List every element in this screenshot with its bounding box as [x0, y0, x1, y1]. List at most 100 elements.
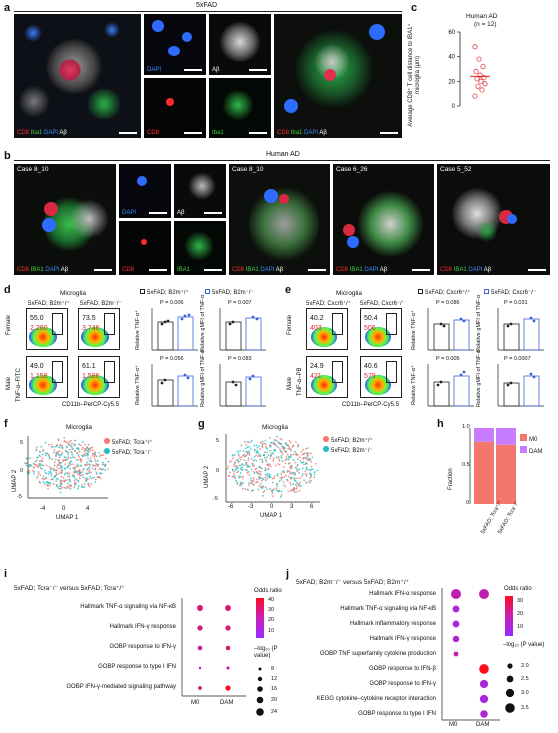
f-umap-point: [24, 462, 26, 465]
b-header: Human AD: [266, 151, 300, 158]
j-dot: [453, 651, 459, 657]
f-umap-point: [99, 472, 102, 475]
g-ytick-1: 5: [216, 438, 220, 444]
d-gate-pct-3: 49.0: [30, 363, 44, 370]
b2-caption-dapi: DAPI: [260, 267, 275, 273]
b4-caption-dapi: DAPI: [468, 267, 483, 273]
g-umap-point: [262, 478, 265, 481]
a-label-ab: Aβ: [212, 67, 220, 73]
g-umap-point: [251, 463, 254, 466]
panel-label-g: g: [198, 418, 205, 430]
f-umap-point: [52, 483, 55, 485]
g-umap-point: [281, 460, 284, 462]
f-umap-point: [77, 485, 80, 488]
f-umap-point: [52, 469, 55, 472]
g-umap-point: [295, 441, 297, 443]
g-umap-point: [295, 485, 298, 488]
f-umap-point: [82, 455, 84, 458]
b-label-iba1: IBA1: [177, 267, 191, 273]
g-umap-point: [257, 455, 260, 457]
i-or-tick-3: 20: [268, 617, 275, 623]
g-umap-point: [257, 488, 260, 491]
g-umap-point: [308, 472, 311, 475]
g-umap-point: [265, 473, 268, 476]
g-umap-point: [309, 476, 312, 478]
f-umap-point: [99, 477, 102, 480]
g-umap-point: [245, 443, 248, 446]
g-umap-point: [286, 471, 289, 473]
g-umap-point: [260, 477, 263, 480]
g-umap-point: [266, 475, 269, 478]
f-umap-point: [73, 450, 76, 452]
f-umap-point: [104, 457, 107, 460]
g-umap-point: [311, 468, 314, 471]
f-umap-point: [76, 452, 79, 454]
i-dot: [226, 666, 230, 670]
g-umap-point: [239, 475, 242, 478]
g-umap-point: [281, 477, 283, 479]
f-umap-point: [44, 441, 47, 444]
f-umap-point: [74, 482, 76, 485]
e-legend1: 5xFAD; Cxcr6⁺/⁺: [418, 289, 470, 296]
g-umap-point: [282, 484, 285, 487]
i-term-5: GOBP IFN-γ-mediated signaling pathway: [66, 684, 176, 690]
f-umap-point: [75, 478, 77, 481]
f-umap-point: [57, 487, 60, 489]
g-umap-point: [308, 469, 311, 472]
i-or-tick-2: 30: [268, 607, 275, 613]
f-umap-point: [60, 476, 62, 478]
g-umap-point: [264, 445, 267, 448]
g-umap-point: [294, 450, 296, 453]
i-dot: [225, 625, 231, 631]
g-umap-point: [249, 448, 252, 451]
f-umap-point: [64, 463, 67, 466]
f-umap-point: [100, 454, 102, 457]
e-flow-4: 40.6 579: [360, 356, 402, 398]
g-umap-point: [277, 446, 279, 449]
e-legend2: 5xFAD; Cxcr6⁻/⁻: [484, 289, 536, 296]
f-umap: [24, 436, 110, 499]
g-umap-point: [290, 467, 293, 470]
i-dot: [198, 666, 202, 670]
g-umap-point: [259, 448, 262, 451]
g-umap-point: [273, 475, 276, 478]
f-umap-point: [88, 484, 90, 487]
j-xcat-m0: M0: [449, 722, 458, 728]
g-umap-point: [246, 440, 249, 443]
g-umap-point: [263, 453, 266, 456]
f-umap-point: [38, 463, 40, 465]
g-umap-point: [287, 447, 290, 450]
g-umap-point: [242, 450, 245, 452]
g-umap-point: [293, 477, 296, 480]
f-umap-point: [59, 480, 62, 483]
c-point: [474, 76, 480, 82]
g-umap-point: [238, 484, 241, 487]
b-caption-cd8: CD8: [17, 267, 30, 273]
d-yaxis: TNF-α–FITC: [16, 368, 22, 402]
f-umap-point: [77, 479, 79, 482]
f-umap-point: [55, 485, 58, 488]
g-umap-point: [240, 464, 242, 467]
f-umap-point: [78, 450, 81, 453]
g-umap-point: [262, 491, 265, 494]
panel-label-d: d: [4, 284, 11, 296]
a-micrograph-merge: CD8 Iba1 DAPI Aβ: [274, 14, 402, 138]
g-umap-point: [234, 462, 236, 464]
f-umap-point: [57, 451, 60, 453]
f-umap-point: [80, 444, 82, 447]
f-umap-point: [59, 454, 62, 456]
g-umap-point: [281, 445, 284, 448]
g-umap-point: [296, 477, 299, 480]
g-umap-point: [275, 456, 278, 459]
b-micrograph-cd8: CD8: [119, 221, 171, 275]
j-dot: [479, 679, 489, 689]
b-micrograph-ab: Aβ: [174, 164, 226, 218]
f-umap-point: [41, 467, 43, 470]
g-umap-point: [241, 463, 244, 465]
j-dot: [452, 635, 460, 643]
e-flow-2: 50.4 506: [360, 308, 402, 350]
f-umap-point: [46, 452, 48, 455]
g-umap-point: [263, 490, 266, 492]
f-umap-point: [50, 472, 53, 475]
e-gate-count-2: 506: [364, 325, 376, 332]
